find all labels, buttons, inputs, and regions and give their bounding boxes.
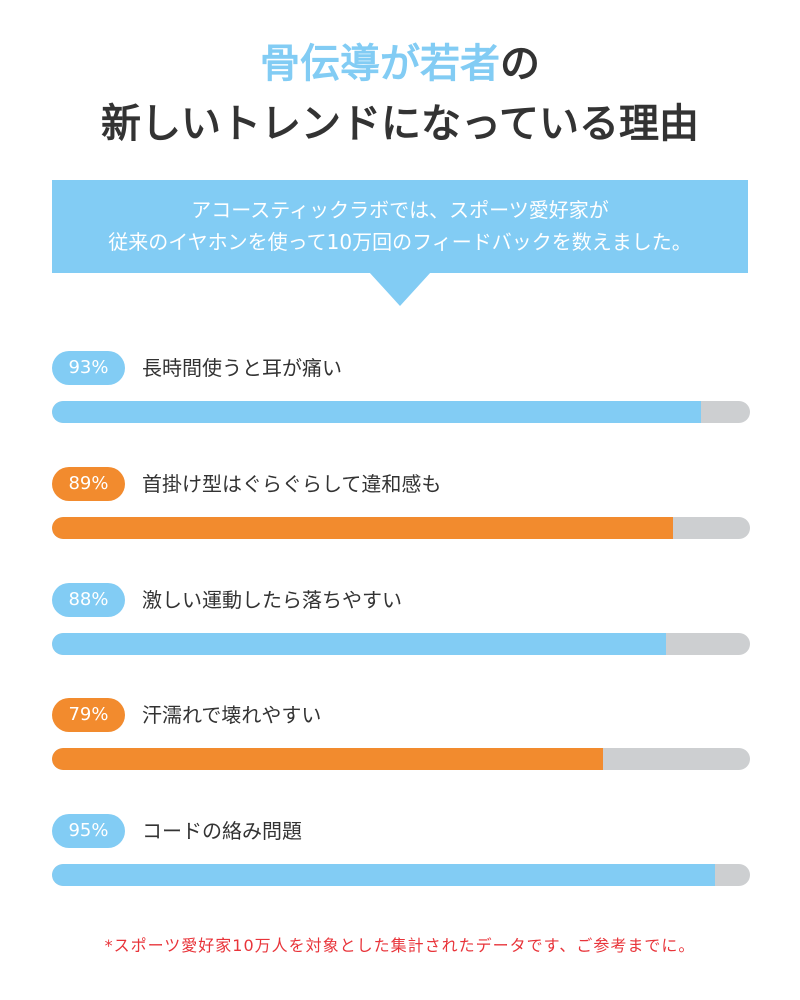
progress-track [52,748,750,770]
headline-suffix: の [500,41,540,87]
stat-label: 長時間使うと耳が痛い [142,356,342,380]
progress-track [52,517,750,539]
progress-fill [52,864,716,886]
stat-label: 激しい運動したら落ちやすい [142,588,402,612]
stat-label: コードの絡み問題 [142,819,302,843]
stat-row: 93% 長時間使うと耳が痛い [52,351,750,431]
intro-banner: アコースティックラボでは、スポーツ愛好家が 従来のイヤホンを使って10万回のフィ… [52,180,748,273]
stat-row: 89% 首掛け型はぐらぐらして違和感も [52,467,750,547]
stat-row: 95% コードの絡み問題 [52,814,750,894]
headline-line-2: 新しいトレンドになっている理由 [101,101,699,147]
progress-fill [52,517,674,539]
stat-row: 79% 汗濡れで壊れやすい [52,698,750,778]
headline-line-1: 骨伝導が若者の [0,38,800,90]
percent-badge: 89% [52,467,125,501]
percent-badge: 79% [52,698,125,732]
banner-pointer [369,272,431,306]
progress-fill [52,748,604,770]
stat-label: 首掛け型はぐらぐらして違和感も [142,472,442,496]
progress-fill [52,401,702,423]
progress-track [52,401,750,423]
footnote: *スポーツ愛好家10万人を対象とした集計されたデータです、ご参考までに。 [104,936,696,955]
headline-accent: 骨伝導が若者 [260,41,500,87]
percent-badge: 93% [52,351,125,385]
percent-badge: 88% [52,583,125,617]
percent-badge: 95% [52,814,125,848]
stat-row: 88% 激しい運動したら落ちやすい [52,583,750,663]
banner-line-2: 従来のイヤホンを使って10万回のフィードバックを数えました。 [108,230,692,254]
progress-track [52,633,750,655]
stat-label: 汗濡れで壊れやすい [142,703,322,727]
progress-track [52,864,750,886]
progress-fill [52,633,667,655]
banner-line-1: アコースティックラボでは、スポーツ愛好家が [191,198,609,222]
